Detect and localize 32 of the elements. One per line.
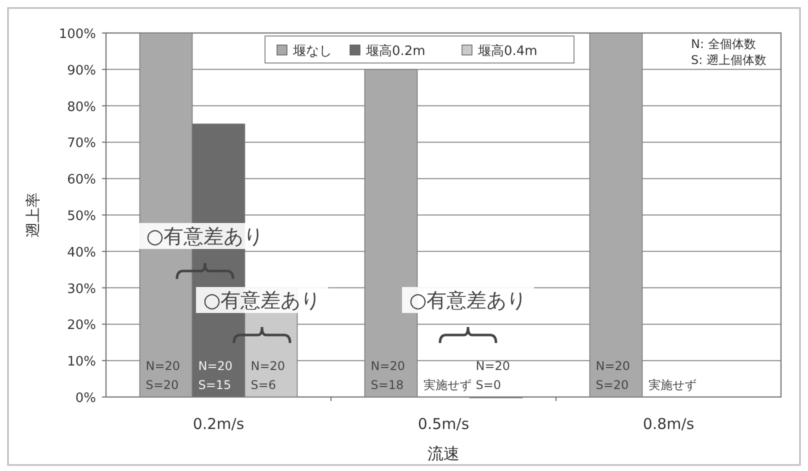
legend-label: 堰高0.2m [365,43,426,59]
y-tick-label: 60% [67,172,96,188]
y-tick-label: 70% [67,136,96,152]
x-axis-title: 流速 [428,444,460,463]
annotation: ○有意差あり [146,224,264,248]
annotation: ○有意差あり [409,288,527,312]
y-tick-label: 40% [67,245,96,260]
legend-label: 堰高0.4m [477,43,538,59]
y-tick-label: 10% [67,354,96,370]
data-label: N=20 S=20 [596,359,630,392]
legend-label: 堰なし [292,44,332,59]
data-label: N=20 S=0 [476,359,510,392]
y-axis-title: 遡上率 [24,192,42,238]
y-tick-label: 90% [67,63,96,78]
annotation: S: 遡上個体数 [691,53,766,67]
y-tick-label: 20% [67,318,96,334]
annotation: ○有意差あり [203,288,321,312]
text: 実施せず [648,378,696,392]
y-tick-label: 100% [58,27,96,42]
data-label: N=20 S=15 [198,359,233,392]
data-label: N=20 S=20 [146,359,180,392]
text: 実施せず [423,378,472,392]
y-tick-label: 50% [67,209,96,224]
y-tick-label: 0% [75,391,96,406]
x-tick-label: 0.5m/s [418,415,470,433]
y-tick-label: 30% [67,282,96,297]
x-tick-label: 0.8m/s [642,415,694,433]
data-label: N=20 S=18 [370,359,406,392]
data-label: N=20 S=6 [250,359,286,392]
annotation: N: 全個体数 [691,37,756,51]
x-tick-label: 0.2m/s [192,415,244,433]
y-tick-label: 80% [67,100,96,115]
